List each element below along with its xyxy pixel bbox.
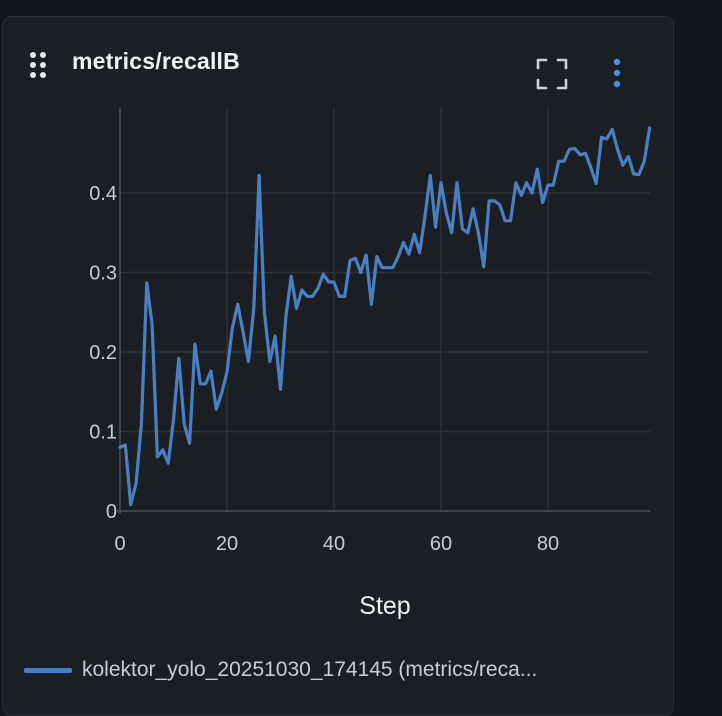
x-tick-label: 60 — [430, 533, 452, 555]
series-line[interactable] — [118, 126, 652, 507]
y-tick-label: 0 — [106, 501, 117, 523]
y-tick-label: 0.2 — [89, 342, 117, 364]
legend-swatch — [24, 667, 72, 673]
x-tick-label: 20 — [216, 533, 238, 555]
legend-label: kolektor_yolo_20251030_174145 (metrics/r… — [82, 658, 538, 681]
y-tick-label: 0.3 — [89, 263, 117, 285]
chart-title: metrics/recallB — [72, 48, 240, 74]
y-tick-label: 0.1 — [89, 422, 117, 444]
more-vertical-icon[interactable] — [606, 56, 628, 92]
x-tick-label: 80 — [537, 533, 559, 555]
x-tick-label: 40 — [323, 533, 345, 555]
chart-panel — [2, 16, 674, 716]
x-axis-title: Step — [359, 592, 410, 620]
fullscreen-icon[interactable] — [536, 58, 568, 90]
x-tick-label: 0 — [114, 533, 125, 555]
legend[interactable]: kolektor_yolo_20251030_174145 (metrics/r… — [24, 654, 537, 686]
drag-handle-icon[interactable] — [30, 52, 50, 84]
y-tick-label: 0.4 — [89, 183, 117, 205]
